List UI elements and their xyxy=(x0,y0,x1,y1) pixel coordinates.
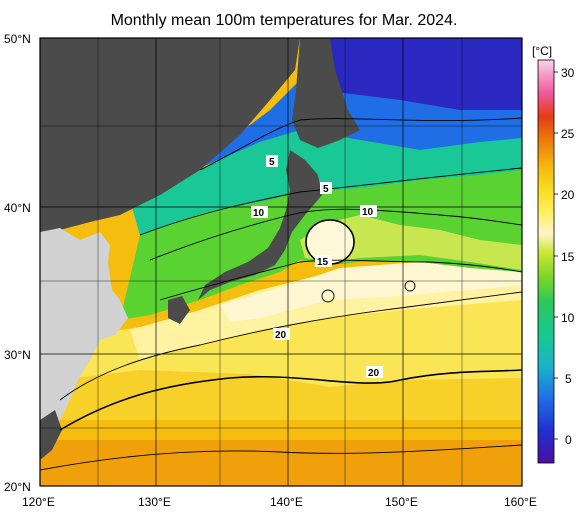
contour-label-10a: 10 xyxy=(253,208,265,219)
ocean-band-17 xyxy=(220,262,522,322)
colorbar-ticks xyxy=(554,71,558,440)
colorbar-tick-5: 5 xyxy=(565,372,572,386)
colorbar-tick-0: 0 xyxy=(565,433,572,447)
colorbar-tick-15: 15 xyxy=(561,250,575,264)
lon-label-130e: 130°E xyxy=(138,495,171,509)
colorbar-tick-25: 25 xyxy=(561,127,575,141)
land-sakhalin-hokkaido xyxy=(292,38,360,148)
ocean-band-22 xyxy=(40,368,522,420)
contour-label-15: 15 xyxy=(317,257,329,268)
lon-label-120e: 120°E xyxy=(22,495,55,509)
contour-label-5b: 5 xyxy=(323,184,329,195)
colorbar xyxy=(537,59,555,464)
lon-label-160e: 160°E xyxy=(504,495,537,509)
contour-lines xyxy=(40,117,522,471)
ocean-band-14 xyxy=(300,215,522,270)
colorbar-tick-30: 30 xyxy=(561,66,575,80)
warm-eddy xyxy=(306,220,354,264)
contour-label-20a: 20 xyxy=(275,330,287,341)
lat-label-30n: 30°N xyxy=(4,348,31,362)
lon-label-150e: 150°E xyxy=(385,495,418,509)
contour-label-20b: 20 xyxy=(368,368,380,379)
ocean-hot-region xyxy=(40,440,522,486)
land-taiwan xyxy=(40,410,62,460)
land-china-korea xyxy=(40,228,128,450)
colorbar-tick-20: 20 xyxy=(561,188,575,202)
land-japan-honshu xyxy=(198,150,322,300)
lat-label-40n: 40°N xyxy=(4,201,31,215)
no-data-region xyxy=(40,38,300,232)
colorbar-unit: [°C] xyxy=(532,44,552,58)
graticule xyxy=(40,38,522,486)
colorbar-tick-10: 10 xyxy=(561,311,575,325)
land-kyushu xyxy=(168,296,190,324)
contour-label-5a: 5 xyxy=(269,157,275,168)
contour-label-10b: 10 xyxy=(362,207,374,218)
contour-label-group: 5 5 10 10 15 20 20 xyxy=(251,155,383,379)
map-title: Monthly mean 100m temperatures for Mar. … xyxy=(110,12,458,29)
lat-label-50n: 50°N xyxy=(4,32,31,46)
lon-label-140e: 140°E xyxy=(270,495,303,509)
ocean-band-1 xyxy=(320,38,522,110)
lat-label-20n: 20°N xyxy=(4,480,31,494)
map-area xyxy=(40,38,522,486)
map-frame xyxy=(39,37,523,487)
